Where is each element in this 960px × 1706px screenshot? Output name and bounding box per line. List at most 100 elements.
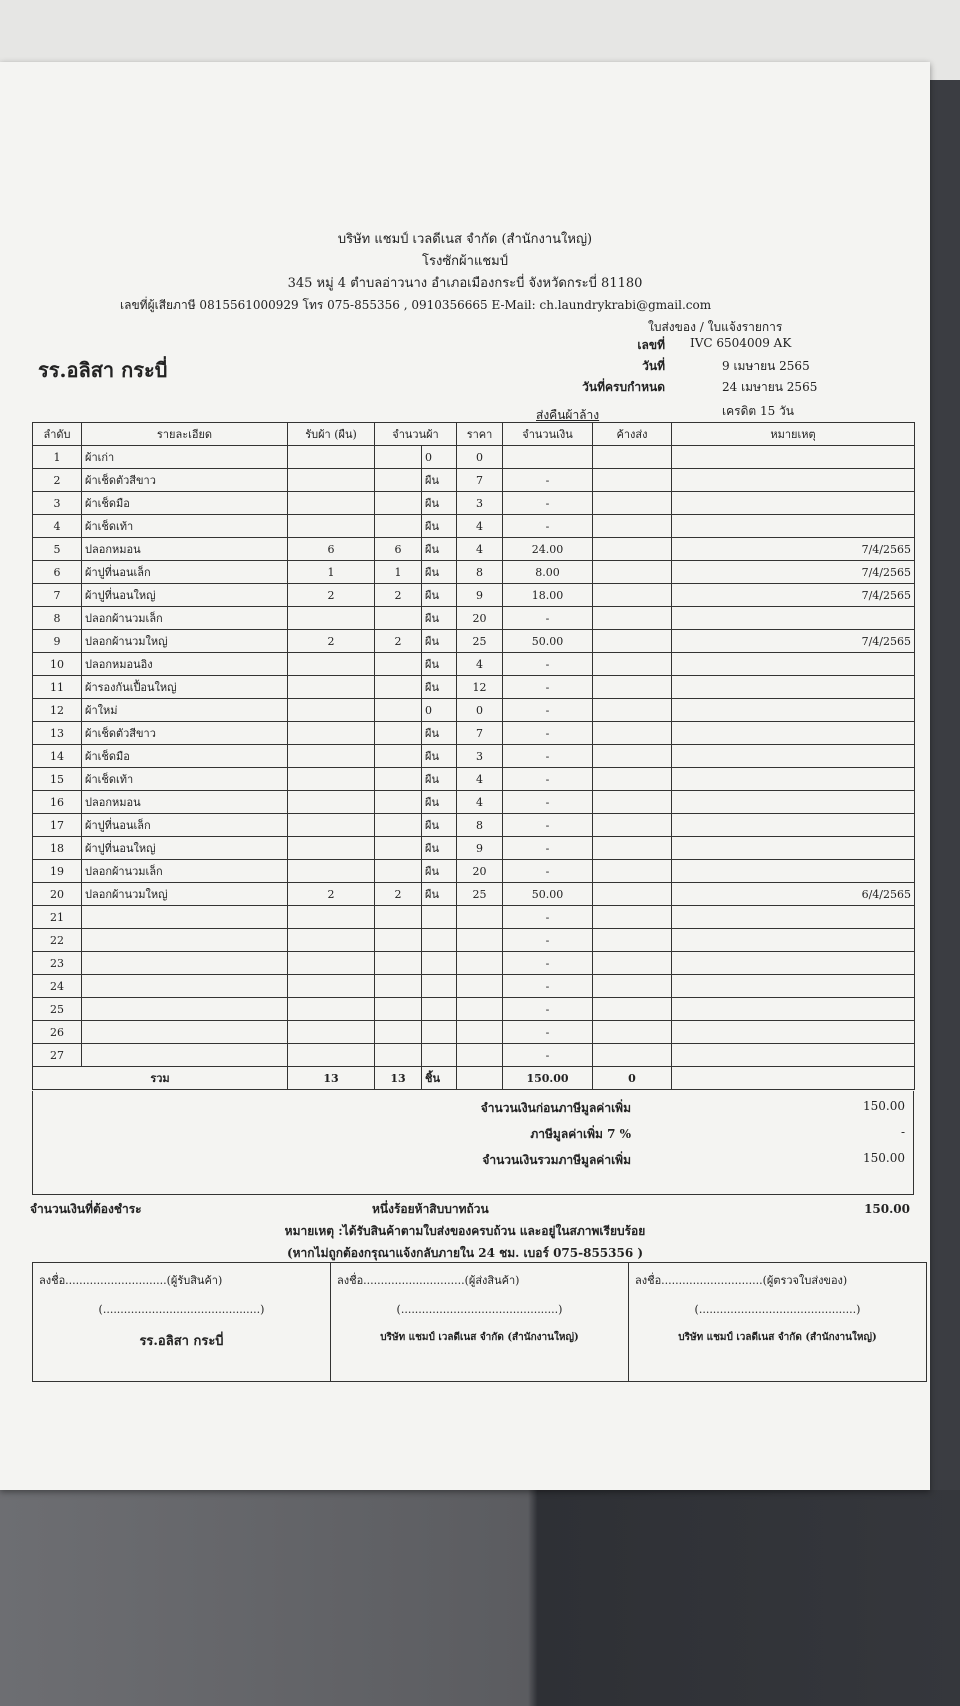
shop-name: โรงซักผ้าแชมป์ [422, 254, 508, 269]
item-table: ลำดับ รายละเอียด รับผ้า (ผืน) จำนวนผ้า ราคาจ… [32, 422, 915, 1090]
item-row: 15 ผ้าเช็ดเท้า ผืน 4- [32, 767, 915, 791]
info-value: 9 เมษายน 2565 [722, 359, 810, 373]
signature-box: ลงชื่อ.............................(ผู้ร… [32, 1262, 331, 1382]
cell: 25 [456, 629, 503, 653]
cell [671, 675, 915, 699]
cell: 8 [456, 813, 503, 837]
cell [671, 721, 915, 745]
signer-org: บริษัท แชมป์ เวลดีเนส จำกัด (สำนักงานใหญ… [678, 1332, 877, 1343]
item-row: 4 ผ้าเช็ดเท้า ผืน 4- [32, 514, 915, 538]
cell [287, 491, 375, 515]
cell: 0 [421, 445, 457, 469]
cell [287, 790, 375, 814]
cell: ผ้าเช็ดตัวสีขาว [81, 721, 288, 745]
total-cell [671, 1066, 915, 1090]
cell [671, 606, 915, 630]
total-cell: 13 [287, 1066, 375, 1090]
cell: 2 [374, 882, 422, 906]
cell [374, 928, 422, 952]
cell [287, 445, 375, 469]
cell: ผ้าปูที่นอนใหญ่ [81, 583, 288, 607]
cell [374, 859, 422, 883]
cell: 7 [456, 721, 503, 745]
cell [671, 652, 915, 676]
cell [374, 767, 422, 791]
cell [374, 813, 422, 837]
item-row: 27 - [32, 1043, 915, 1067]
cell: - [502, 652, 593, 676]
cell: - [502, 744, 593, 768]
cell: 14 [32, 744, 82, 768]
cell [671, 468, 915, 492]
cell [671, 767, 915, 791]
total-row: รวม 13 13 ชิ้น 150.00 0 [32, 1066, 915, 1090]
signature-table: ลงชื่อ.............................(ผู้ร… [32, 1262, 927, 1382]
cell: 7/4/2565 [671, 537, 915, 561]
cell: 22 [32, 928, 82, 952]
cell: - [502, 675, 593, 699]
cell [592, 468, 672, 492]
cell: ผืน [421, 721, 457, 745]
item-row: 13 ผ้าเช็ดตัวสีขาว ผืน 7- [32, 721, 915, 745]
cell: 4 [32, 514, 82, 538]
name-line: (.......................................… [98, 1303, 265, 1316]
cell [592, 445, 672, 469]
cell [374, 698, 422, 722]
cell [502, 445, 593, 469]
item-row: 20 ปลอกผ้านวมใหญ่ 2 2 ผืน 25 50.00 6/4/2565 [32, 882, 915, 906]
summary-label: จำนวนเงินรวมภาษีมูลค่าเพิ่ม [482, 1153, 631, 1167]
payment-amount: 150.00 [864, 1202, 910, 1216]
cell [81, 951, 288, 975]
cell [456, 928, 503, 952]
cell: - [502, 721, 593, 745]
cell: - [502, 997, 593, 1021]
cell: ปลอกผ้านวมเล็ก [81, 859, 288, 883]
cell: 8 [456, 560, 503, 584]
cell [287, 514, 375, 538]
cell: 2 [287, 629, 375, 653]
info-label: เลขที่ [637, 338, 665, 352]
item-row: 1 ผ้าเก่า 0 0 [32, 445, 915, 469]
cell [374, 721, 422, 745]
cell: 8.00 [502, 560, 593, 584]
cell: 9 [456, 583, 503, 607]
column-header: รับผ้า (ผืน) [287, 422, 375, 446]
cell: 16 [32, 790, 82, 814]
info-label: วันที่ครบกำหนด [582, 380, 665, 394]
payment-label: จำนวนเงินที่ต้องชำระ [30, 1202, 142, 1216]
cell [287, 1020, 375, 1044]
cell: 2 [32, 468, 82, 492]
cell: ผ้าเช็ดมือ [81, 744, 288, 768]
cell: - [502, 514, 593, 538]
tax-contact: เลขที่ผู้เสียภาษี 0815561000929 โทร 075-… [120, 298, 712, 312]
cell: ผืน [421, 629, 457, 653]
cell [374, 905, 422, 929]
cell: - [502, 790, 593, 814]
cell [592, 560, 672, 584]
cell [592, 997, 672, 1021]
total-cell: ชิ้น [421, 1066, 457, 1090]
cell [374, 491, 422, 515]
cell [592, 905, 672, 929]
cell: - [502, 698, 593, 722]
cell: ผืน [421, 606, 457, 630]
cell [374, 790, 422, 814]
cell: 6 [374, 537, 422, 561]
doc-title: ใบส่งของ / ใบแจ้งรายการ [648, 320, 783, 334]
cell [421, 997, 457, 1021]
cell [592, 974, 672, 998]
total-cell: 150.00 [502, 1066, 593, 1090]
cell [592, 698, 672, 722]
cell: 2 [374, 629, 422, 653]
cell: 4 [456, 514, 503, 538]
cell [671, 905, 915, 929]
cell: 13 [32, 721, 82, 745]
cell: 18 [32, 836, 82, 860]
cell [81, 928, 288, 952]
cell: 0 [456, 698, 503, 722]
total-cell: 13 [374, 1066, 422, 1090]
cell: 5 [32, 537, 82, 561]
cell: - [502, 905, 593, 929]
cell [374, 1043, 422, 1067]
cell: 3 [32, 491, 82, 515]
